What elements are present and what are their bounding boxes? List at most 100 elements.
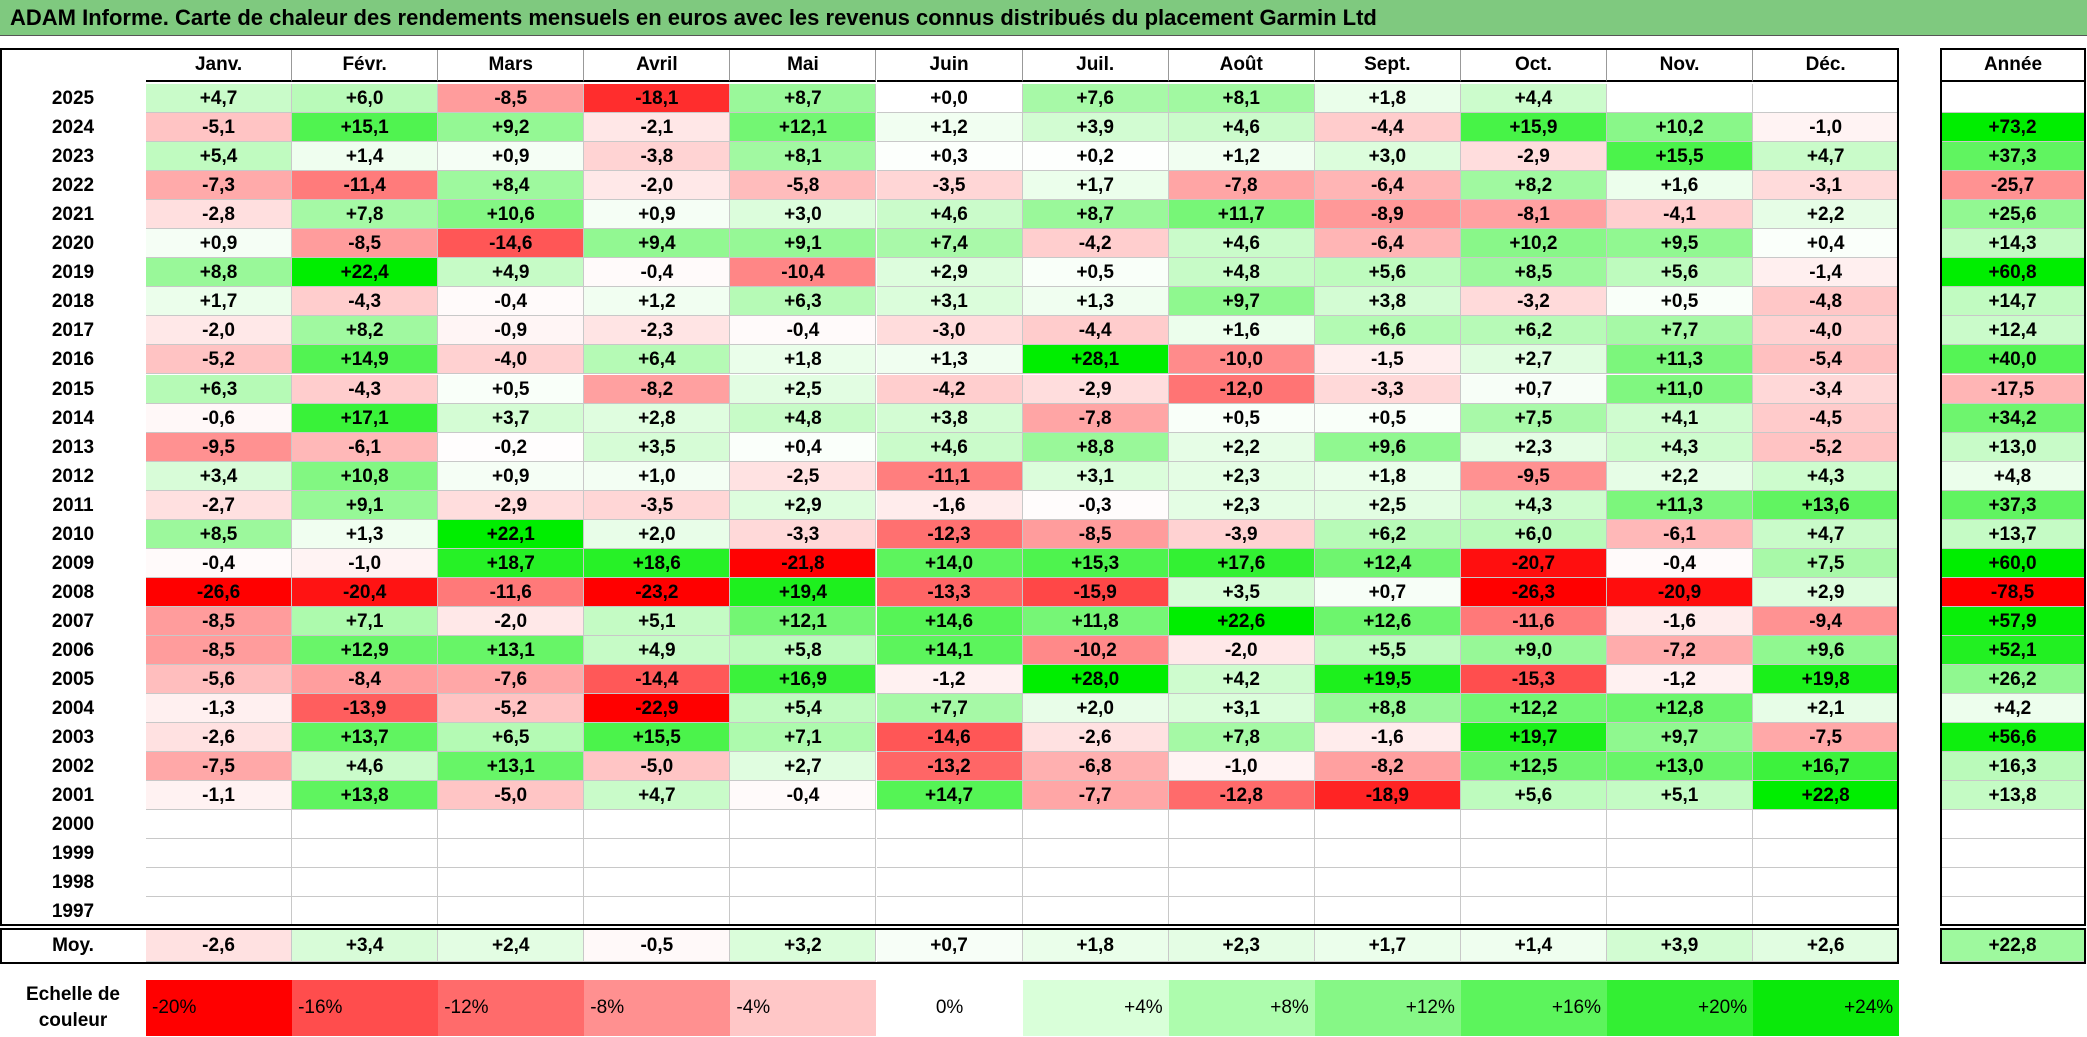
heatmap-cell: -2,9 xyxy=(1022,374,1169,404)
heatmap-cell xyxy=(876,810,1023,840)
scale-cell: +8% xyxy=(1168,980,1315,1037)
heatmap-cell: +6,0 xyxy=(292,84,439,114)
heatmap-cell xyxy=(730,897,877,927)
heatmap-cell: +4,7 xyxy=(1753,142,1900,172)
moy-cell: +1,8 xyxy=(1022,930,1169,963)
heatmap-cell: +19,4 xyxy=(730,577,877,607)
heatmap-cell: +3,1 xyxy=(1022,461,1169,491)
scale-cell: +16% xyxy=(1460,980,1607,1037)
annee-cell: +26,2 xyxy=(1940,665,2086,695)
heatmap-cell: +13,6 xyxy=(1753,490,1900,520)
heatmap-cell: +1,4 xyxy=(292,142,439,172)
heatmap-cell: -7,8 xyxy=(1022,403,1169,433)
heatmap-cell: +5,8 xyxy=(730,635,877,665)
heatmap-cell: -14,4 xyxy=(584,665,731,695)
heatmap-cell xyxy=(584,868,731,898)
year-label: 2022 xyxy=(51,175,95,197)
heatmap-cell: +7,1 xyxy=(292,606,439,636)
heatmap-cell: +1,8 xyxy=(1314,461,1461,491)
heatmap-cell: -7,8 xyxy=(1168,171,1315,201)
heatmap-cell: +0,5 xyxy=(438,374,585,404)
heatmap-cell: +11,3 xyxy=(1607,345,1754,375)
heatmap-cell: +8,4 xyxy=(438,171,585,201)
heatmap-cell: -2,7 xyxy=(146,490,293,520)
heatmap-cell: +2,9 xyxy=(1753,577,1900,607)
heatmap-cell: +1,3 xyxy=(1022,287,1169,317)
heatmap-cell: +8,1 xyxy=(730,142,877,172)
heatmap-cell: -8,5 xyxy=(146,606,293,636)
year-label: 2017 xyxy=(51,320,95,342)
heatmap-cell: -23,2 xyxy=(584,577,731,607)
heatmap-cell xyxy=(1168,897,1315,927)
heatmap-cell: -0,4 xyxy=(438,287,585,317)
heatmap-cell: +17,6 xyxy=(1168,548,1315,578)
heatmap-cell: +11,8 xyxy=(1022,606,1169,636)
moy-cell: +3,9 xyxy=(1607,930,1754,963)
year-label: 2002 xyxy=(51,756,95,778)
heatmap-cell: +7,8 xyxy=(292,200,439,230)
heatmap-cell: +12,1 xyxy=(730,113,877,143)
heatmap-cell: +1,3 xyxy=(876,345,1023,375)
heatmap-cell xyxy=(438,810,585,840)
year-label: 2023 xyxy=(51,146,95,168)
heatmap-cell: +13,1 xyxy=(438,635,585,665)
heatmap-cell: +5,6 xyxy=(1314,258,1461,288)
heatmap-cell: -6,1 xyxy=(1607,519,1754,549)
report-title: ADAM Informe. Carte de chaleur des rende… xyxy=(0,0,2087,36)
month-header: Mai xyxy=(730,48,877,82)
annee-cell: +37,3 xyxy=(1940,142,2086,172)
heatmap-cell xyxy=(1314,868,1461,898)
heatmap-cell: +3,0 xyxy=(730,200,877,230)
heatmap-cell: -4,5 xyxy=(1753,403,1900,433)
annee-cell: +34,2 xyxy=(1940,403,2086,433)
scale-cell: 0% xyxy=(876,980,1023,1037)
heatmap-cell: -2,0 xyxy=(438,606,585,636)
heatmap-cell: -18,1 xyxy=(584,84,731,114)
heatmap-cell: -14,6 xyxy=(438,229,585,259)
heatmap-cell: -1,0 xyxy=(1168,752,1315,782)
heatmap-cell xyxy=(1460,897,1607,927)
heatmap-cell xyxy=(876,897,1023,927)
heatmap-cell: +5,1 xyxy=(1607,781,1754,811)
month-header: Avril xyxy=(584,48,731,82)
scale-label: Echelle de couleur xyxy=(26,984,120,1032)
heatmap-cell: +19,5 xyxy=(1314,665,1461,695)
heatmap-cell: +4,1 xyxy=(1607,403,1754,433)
heatmap-cell: +8,8 xyxy=(1022,432,1169,462)
heatmap-cell: -1,0 xyxy=(292,548,439,578)
heatmap-cell xyxy=(292,868,439,898)
heatmap-cell: +7,7 xyxy=(1607,316,1754,346)
heatmap-cell: +2,3 xyxy=(1460,432,1607,462)
scale-cell: -20% xyxy=(146,980,293,1037)
heatmap-cell: -7,5 xyxy=(146,752,293,782)
heatmap-cell: -4,4 xyxy=(1022,316,1169,346)
heatmap-cell: +4,3 xyxy=(1460,490,1607,520)
scale-cell: -16% xyxy=(292,980,439,1037)
heatmap-cell: -1,6 xyxy=(1607,606,1754,636)
heatmap-cell: +9,5 xyxy=(1607,229,1754,259)
heatmap-cell: -8,5 xyxy=(146,635,293,665)
heatmap-cell: -11,4 xyxy=(292,171,439,201)
heatmap-cell: +7,5 xyxy=(1460,403,1607,433)
heatmap-cell: -5,0 xyxy=(584,752,731,782)
heatmap-cell xyxy=(1753,897,1900,927)
heatmap-cell: +4,9 xyxy=(584,635,731,665)
heatmap-cell: -2,6 xyxy=(146,723,293,753)
heatmap-cell: -1,1 xyxy=(146,781,293,811)
heatmap-cell: +3,9 xyxy=(1022,113,1169,143)
month-header: Juil. xyxy=(1022,48,1169,82)
heatmap-cell: +12,1 xyxy=(730,606,877,636)
heatmap-cell: +15,9 xyxy=(1460,113,1607,143)
heatmap-cell xyxy=(876,868,1023,898)
heatmap-cell xyxy=(146,810,293,840)
heatmap-cell: -0,4 xyxy=(730,316,877,346)
heatmap-cell xyxy=(1460,810,1607,840)
heatmap-cell xyxy=(1607,84,1754,114)
heatmap-cell: +0,5 xyxy=(1314,403,1461,433)
heatmap-cell xyxy=(1314,810,1461,840)
annee-cell: -17,5 xyxy=(1940,374,2086,404)
heatmap-cell: +9,4 xyxy=(584,229,731,259)
heatmap-cell: -26,6 xyxy=(146,577,293,607)
heatmap-cell: -3,8 xyxy=(584,142,731,172)
annee-cell xyxy=(1940,810,2086,840)
